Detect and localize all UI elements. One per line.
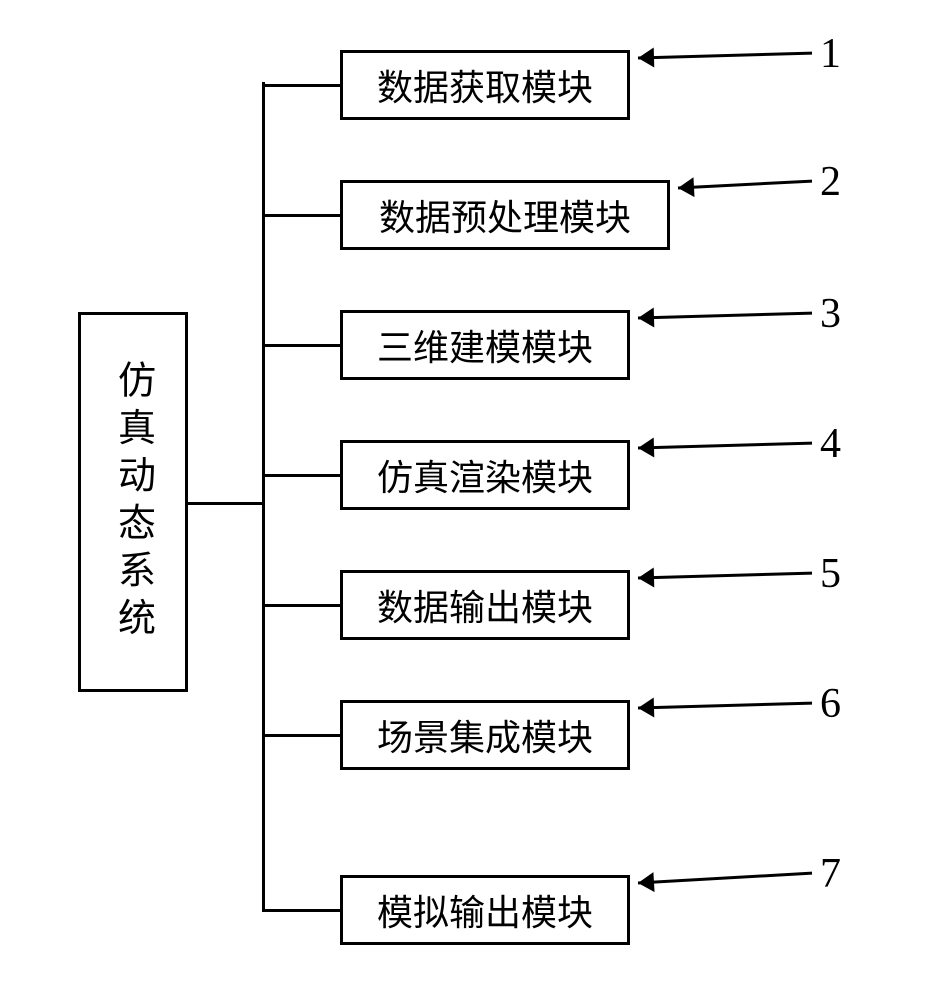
diagram-canvas: 仿真动态系统数据获取模块1数据预处理模块2三维建模模块3仿真渲染模块4数据输出模… <box>0 0 928 1000</box>
annotation-number-7: 7 <box>820 850 841 898</box>
annotation-arrow <box>0 0 928 1000</box>
